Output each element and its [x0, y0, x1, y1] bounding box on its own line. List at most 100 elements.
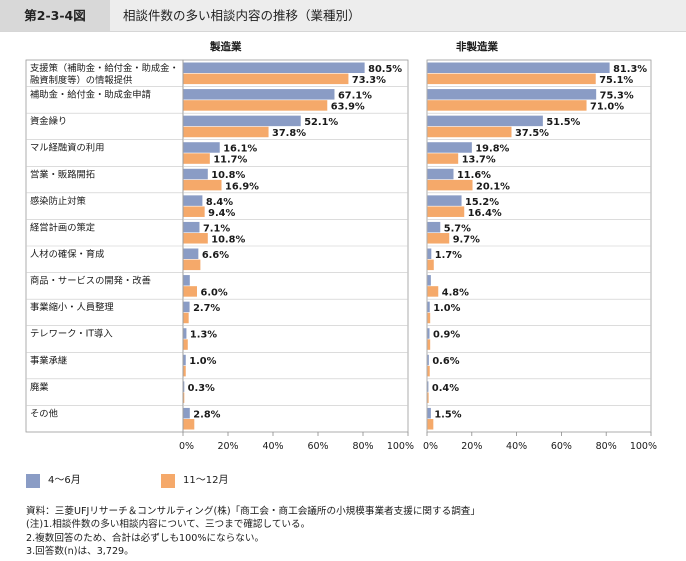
bar-q4: [183, 179, 222, 191]
data-label: 4.8%: [442, 288, 469, 299]
bar-q4: [427, 392, 429, 403]
data-label: 75.3%: [600, 90, 634, 101]
note-3: 3.回答数(n)は、3,729。: [26, 545, 134, 557]
data-label: 1.5%: [434, 409, 461, 420]
bar-q4: [427, 179, 473, 191]
bar-q4: [183, 339, 188, 350]
bar-q4: [183, 73, 349, 85]
legend-item-q4: 11～12月: [161, 474, 281, 488]
data-label: 0.9%: [433, 330, 460, 341]
bar-q2: [183, 142, 220, 153]
data-label: 16.9%: [225, 181, 259, 192]
x-tick-label: 0%: [423, 441, 438, 452]
bar-q2: [183, 89, 335, 100]
bar-q4: [427, 365, 430, 377]
bar-q4: [427, 153, 459, 164]
bar-q2: [427, 248, 432, 259]
bar-q2: [183, 195, 203, 206]
data-label: 10.8%: [211, 170, 245, 181]
bar-q4: [427, 286, 439, 297]
data-label: 5.7%: [444, 223, 471, 234]
category-label: 商品・サービスの開発・改善: [30, 275, 151, 287]
bar-q2: [427, 62, 610, 73]
category-label: 営業・販路開拓: [30, 168, 95, 180]
bar-q2: [427, 328, 430, 339]
x-tick-label: 60%: [551, 441, 572, 452]
data-label: 9.7%: [453, 234, 480, 245]
data-label: 10.8%: [211, 234, 245, 245]
data-label: 6.0%: [201, 288, 228, 299]
data-label: 80.5%: [368, 64, 402, 75]
data-label: 37.8%: [272, 128, 306, 139]
bar-q2: [427, 275, 431, 286]
data-label: 19.8%: [475, 144, 509, 155]
data-label: 1.0%: [189, 356, 216, 367]
x-tick-label: 100%: [387, 441, 414, 452]
bar-q2: [183, 248, 199, 259]
x-tick-label: 80%: [352, 441, 373, 452]
bar-q2: [427, 354, 429, 366]
data-label: 16.4%: [468, 208, 502, 219]
bar-q4: [183, 153, 210, 164]
legend-item-q2: 4～6月: [26, 474, 146, 488]
bar-q4: [183, 312, 189, 324]
bar-q4: [183, 365, 186, 377]
bar-q2: [183, 381, 185, 392]
data-label: 51.5%: [546, 117, 580, 128]
x-tick-label: 40%: [262, 441, 283, 452]
category-label: 感染防止対策: [30, 195, 86, 207]
data-label: 81.3%: [613, 64, 647, 75]
bar-q4: [427, 100, 587, 111]
bar-q4: [183, 206, 205, 217]
bar-q2: [427, 407, 431, 419]
bar-q4: [427, 419, 434, 430]
x-tick-label: 60%: [307, 441, 328, 452]
data-label: 1.0%: [433, 303, 460, 314]
bar-q4: [183, 392, 185, 403]
figure-title: 相談件数の多い相談内容の推移（業種別）: [123, 8, 361, 23]
data-label: 0.3%: [188, 383, 215, 394]
category-label: 経営計画の策定: [30, 221, 95, 233]
category-label: 資金繰り: [30, 115, 67, 127]
bar-q4: [183, 100, 328, 111]
data-label: 11.7%: [213, 155, 247, 166]
bar-q2: [427, 89, 597, 100]
data-label: 63.9%: [331, 102, 365, 113]
data-label: 9.4%: [208, 208, 235, 219]
bar-q4: [183, 286, 197, 297]
figure-header: 第2-3-4図 相談件数の多い相談内容の推移（業種別）: [0, 0, 686, 32]
bar-q2: [183, 275, 190, 286]
bar-q4: [427, 339, 431, 350]
category-label: 支援策（補助金・給付金・助成金・: [30, 62, 179, 74]
bar-q2: [427, 195, 462, 206]
x-tick-label: 0%: [179, 441, 194, 452]
note-2: 2.複数回答のため、合計は必ずしも100%にならない。: [26, 532, 265, 544]
category-label: マル経融資の利用: [30, 142, 104, 154]
bar-q4: [427, 233, 450, 244]
category-label: 事業承継: [30, 354, 67, 366]
x-tick-label: 20%: [217, 441, 238, 452]
panel-title: 非製造業: [456, 40, 498, 53]
bar-q2: [427, 168, 454, 180]
bar-q4: [427, 126, 512, 138]
note-1: (注)1.相談件数の多い相談内容について、三つまで確認している。: [26, 519, 311, 531]
bar-q2: [427, 381, 429, 392]
bar-q2: [183, 115, 301, 127]
data-label: 20.1%: [476, 181, 510, 192]
bar-q4: [427, 73, 596, 85]
x-tick-label: 40%: [506, 441, 527, 452]
notes: 資料：三菱UFJリサーチ＆コンサルティング(株)「商工会・商工会議所の小規模事業…: [26, 505, 480, 558]
bar-q4: [427, 206, 465, 217]
bar-q2: [427, 115, 543, 127]
legend-label-q4: 11～12月: [183, 475, 229, 486]
bar-q4: [427, 259, 434, 271]
category-label: 融資制度等）の情報提供: [30, 74, 132, 86]
bar-q2: [183, 407, 190, 419]
data-label: 73.3%: [352, 75, 386, 86]
data-label: 1.7%: [435, 250, 462, 261]
bar-q2: [427, 142, 472, 153]
data-label: 15.2%: [465, 197, 499, 208]
bar-q2: [427, 301, 430, 313]
bar-q2: [183, 354, 186, 366]
data-label: 16.1%: [223, 144, 257, 155]
